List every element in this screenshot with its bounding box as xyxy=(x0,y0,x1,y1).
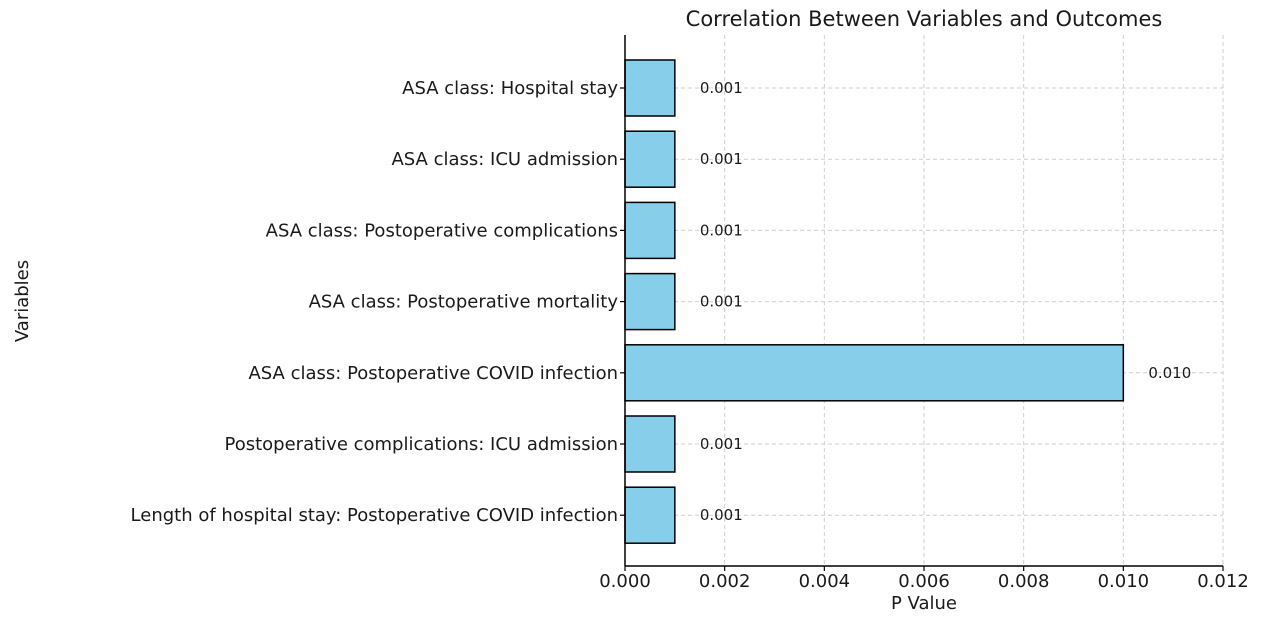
x-tick-label: 0.008 xyxy=(998,571,1050,592)
x-tick-label: 0.006 xyxy=(898,571,950,592)
category-labels: ASA class: Hospital stay ASA class: ICU a… xyxy=(131,78,619,526)
bar xyxy=(624,415,676,473)
bar xyxy=(624,130,676,188)
bar-value-label: 0.001 xyxy=(700,150,743,168)
bar-value-label: 0.001 xyxy=(700,293,743,311)
bar xyxy=(624,272,676,331)
category-label: Postoperative complications: ICU admissi… xyxy=(225,434,619,455)
category-label: Length of hospital stay: Postoperative C… xyxy=(131,505,618,526)
category-label: ASA class: Postoperative mortality xyxy=(309,292,619,313)
x-tick-label: 0.000 xyxy=(599,571,651,592)
bar-value-label: 0.010 xyxy=(1148,364,1191,382)
x-tick-labels: 0.000 0.002 0.004 0.006 0.008 0.010 0.012 xyxy=(599,87,1249,592)
category-label: ASA class: Postoperative COVID infection xyxy=(248,363,618,384)
bar-value-label: 0.001 xyxy=(700,221,743,239)
bar xyxy=(624,59,676,117)
bar xyxy=(624,486,676,544)
value-labels: 0.001 0.001 0.001 0.001 0.010 0.001 0.001 xyxy=(700,79,1191,524)
bar xyxy=(624,344,1125,402)
category-label: ASA class: Postoperative complications xyxy=(266,220,618,241)
chart-title: Correlation Between Variables and Outcom… xyxy=(686,7,1163,31)
x-axis-label: P Value xyxy=(891,593,957,614)
bar-value-label: 0.001 xyxy=(700,435,743,453)
y-axis-label: Variables xyxy=(12,260,33,342)
x-tick-label: 0.002 xyxy=(699,571,751,592)
bar-value-label: 0.001 xyxy=(700,79,743,97)
bar-value-label: 0.001 xyxy=(700,506,743,524)
category-label: ASA class: ICU admission xyxy=(391,149,618,170)
bar xyxy=(624,201,676,260)
x-tick-label: 0.004 xyxy=(799,571,851,592)
x-tick-label: 0.012 xyxy=(1197,571,1249,592)
x-tick-label: 0.010 xyxy=(1098,571,1150,592)
category-label: ASA class: Hospital stay xyxy=(402,78,618,99)
